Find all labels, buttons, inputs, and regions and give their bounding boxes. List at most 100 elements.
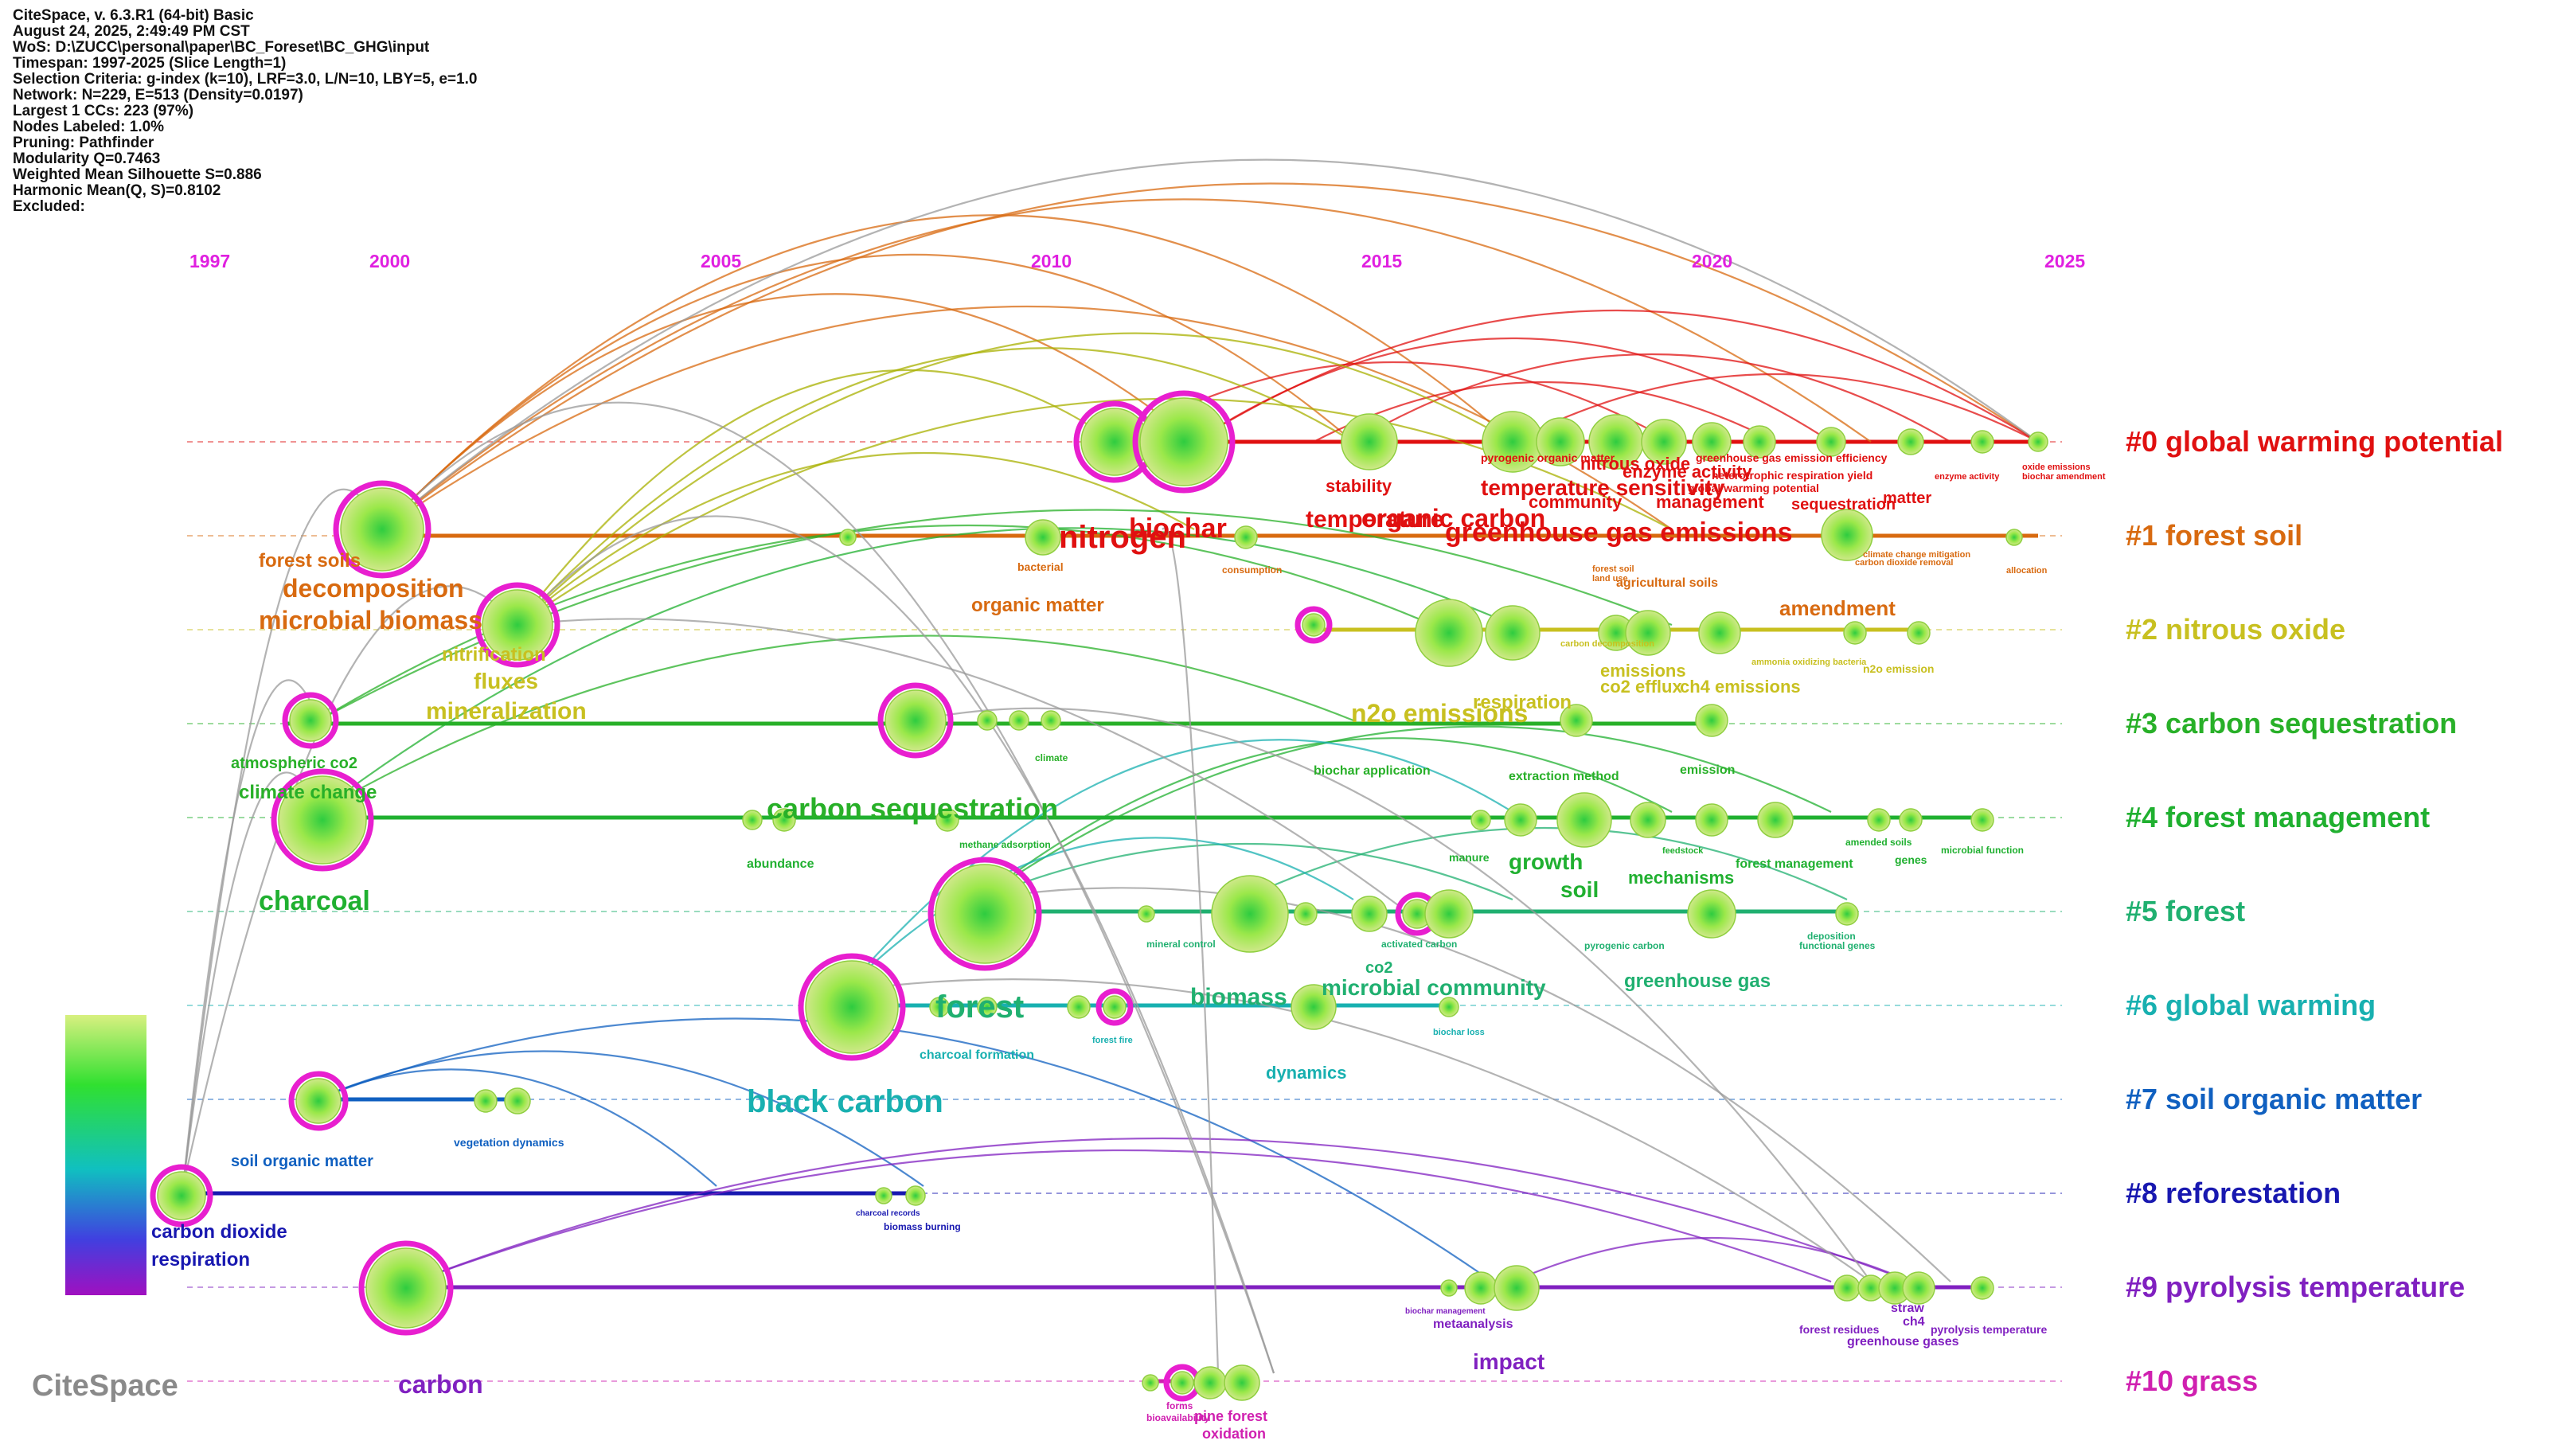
cluster-label[interactable]: #4 forest management [2126,801,2430,833]
keyword-label[interactable]: fluxes [474,669,538,693]
keyword-label[interactable]: metaanalysis [1433,1317,1513,1331]
keyword-node[interactable] [1424,889,1474,939]
keyword-node[interactable] [1695,704,1728,737]
cluster-label[interactable]: #6 global warming [2126,989,2376,1021]
keyword-label[interactable]: functional genes [1799,940,1876,951]
keyword-label[interactable]: agricultural soils [1616,576,1718,590]
keyword-label[interactable]: forms [1166,1400,1193,1411]
keyword-node[interactable] [289,699,332,742]
keyword-label[interactable]: biomass [1190,984,1287,1010]
keyword-label[interactable]: vegetation dynamics [454,1136,564,1149]
keyword-node[interactable] [1341,413,1398,470]
keyword-label[interactable]: management [1656,492,1764,512]
keyword-label[interactable]: decomposition [283,574,464,603]
keyword-node[interactable] [2028,431,2048,452]
keyword-node[interactable] [1142,1374,1159,1392]
keyword-label[interactable]: genes [1895,853,1927,866]
keyword-label[interactable]: respiration [151,1249,250,1271]
keyword-node[interactable] [474,1089,498,1113]
keyword-label[interactable]: biochar amendment [2022,472,2106,482]
keyword-node[interactable] [1560,704,1593,737]
keyword-label[interactable]: nitrous oxide [1580,454,1690,474]
keyword-label[interactable]: heterotrophic respiration yield [1712,469,1872,482]
keyword-node[interactable] [1835,902,1859,926]
keyword-node[interactable] [1698,611,1741,654]
keyword-node[interactable] [1556,792,1612,848]
keyword-label[interactable]: pyrolysis temperature [1931,1323,2047,1336]
keyword-node[interactable] [1170,1371,1194,1395]
keyword-label[interactable]: biochar [1129,513,1227,544]
keyword-label[interactable]: soil [1560,877,1599,902]
keyword-node[interactable] [1625,610,1671,656]
keyword-node[interactable] [1504,803,1537,837]
keyword-label[interactable]: feedstock [1662,846,1704,856]
keyword-node[interactable] [1816,427,1846,457]
keyword-label[interactable]: activated carbon [1381,939,1457,950]
cluster-label[interactable]: #10 grass [2126,1364,2258,1397]
keyword-node[interactable] [1897,428,1924,455]
keyword-label[interactable]: charcoal records [856,1209,920,1218]
keyword-label[interactable]: biochar loss [1433,1028,1485,1037]
keyword-node[interactable] [1536,417,1585,466]
keyword-node[interactable] [1867,808,1891,832]
keyword-label[interactable]: enzyme activity [1623,462,1752,482]
keyword-label[interactable]: global warming potential [1688,482,1819,494]
keyword-node[interactable] [839,529,857,546]
keyword-label[interactable]: carbon dioxide [151,1221,287,1243]
keyword-label[interactable]: co2 efflux [1600,677,1682,697]
keyword-label[interactable]: nitrogen [1059,520,1186,555]
keyword-node[interactable] [1485,605,1541,661]
keyword-label[interactable]: growth [1509,849,1583,874]
keyword-label[interactable]: consumption [1222,564,1282,576]
keyword-node[interactable] [1692,422,1732,462]
keyword-label[interactable]: carbon sequestration [767,792,1058,825]
keyword-node[interactable] [1291,984,1337,1030]
keyword-label[interactable]: forest fire [1092,1036,1133,1045]
keyword-node[interactable] [772,808,796,832]
keyword-label[interactable]: dynamics [1266,1063,1347,1083]
keyword-node[interactable] [1302,613,1326,637]
keyword-node[interactable] [1103,995,1127,1019]
keyword-label[interactable]: mineralization [426,698,587,724]
keyword-label[interactable]: impact [1473,1349,1544,1374]
keyword-node[interactable] [1470,810,1491,830]
cluster-label[interactable]: #7 soil organic matter [2126,1083,2422,1115]
keyword-node[interactable] [905,1185,926,1206]
keyword-node[interactable] [875,1187,892,1204]
keyword-node[interactable] [1067,995,1091,1019]
keyword-label[interactable]: sequestration [1791,496,1896,513]
cluster-label[interactable]: #0 global warming potential [2126,425,2503,458]
keyword-node[interactable] [1234,525,1258,549]
keyword-label[interactable]: co2 [1365,959,1392,977]
keyword-node[interactable] [1630,802,1666,838]
keyword-label[interactable]: temperature [1306,506,1443,533]
keyword-label[interactable]: allocation [2006,566,2048,576]
keyword-label[interactable]: ch4 [1903,1315,1925,1329]
keyword-label[interactable]: microbial community [1322,975,1546,1000]
keyword-label[interactable]: extraction method [1509,770,1619,783]
keyword-node[interactable] [1907,621,1931,645]
keyword-label[interactable]: respiration [1473,692,1572,713]
keyword-label[interactable]: land use [1592,574,1628,584]
keyword-node[interactable] [295,1078,342,1124]
keyword-node[interactable] [805,960,899,1054]
keyword-label[interactable]: biochar application [1314,764,1431,778]
keyword-label[interactable]: forest soils [259,550,361,572]
keyword-node[interactable] [935,864,1035,964]
cluster-label[interactable]: #9 pyrolysis temperature [2126,1271,2465,1303]
keyword-label[interactable]: ammonia oxidizing bacteria [1751,658,1867,667]
keyword-label[interactable]: microbial biomass [259,606,482,634]
keyword-label[interactable]: carbon [398,1370,483,1399]
keyword-label[interactable]: deposition [1807,931,1856,942]
keyword-node[interactable] [1351,896,1388,932]
keyword-label[interactable]: climate [1035,752,1068,763]
keyword-label[interactable]: greenhouse gas emissions [1445,517,1793,548]
keyword-label[interactable]: climate change mitigation [1863,550,1970,560]
keyword-node[interactable] [1902,1271,1935,1305]
keyword-node[interactable] [742,810,763,830]
cluster-label[interactable]: #2 nitrous oxide [2126,613,2345,646]
keyword-label[interactable]: organic carbon [1361,504,1545,533]
keyword-node[interactable] [1041,710,1061,731]
keyword-node[interactable] [1970,808,1994,832]
keyword-node[interactable] [1687,889,1736,939]
